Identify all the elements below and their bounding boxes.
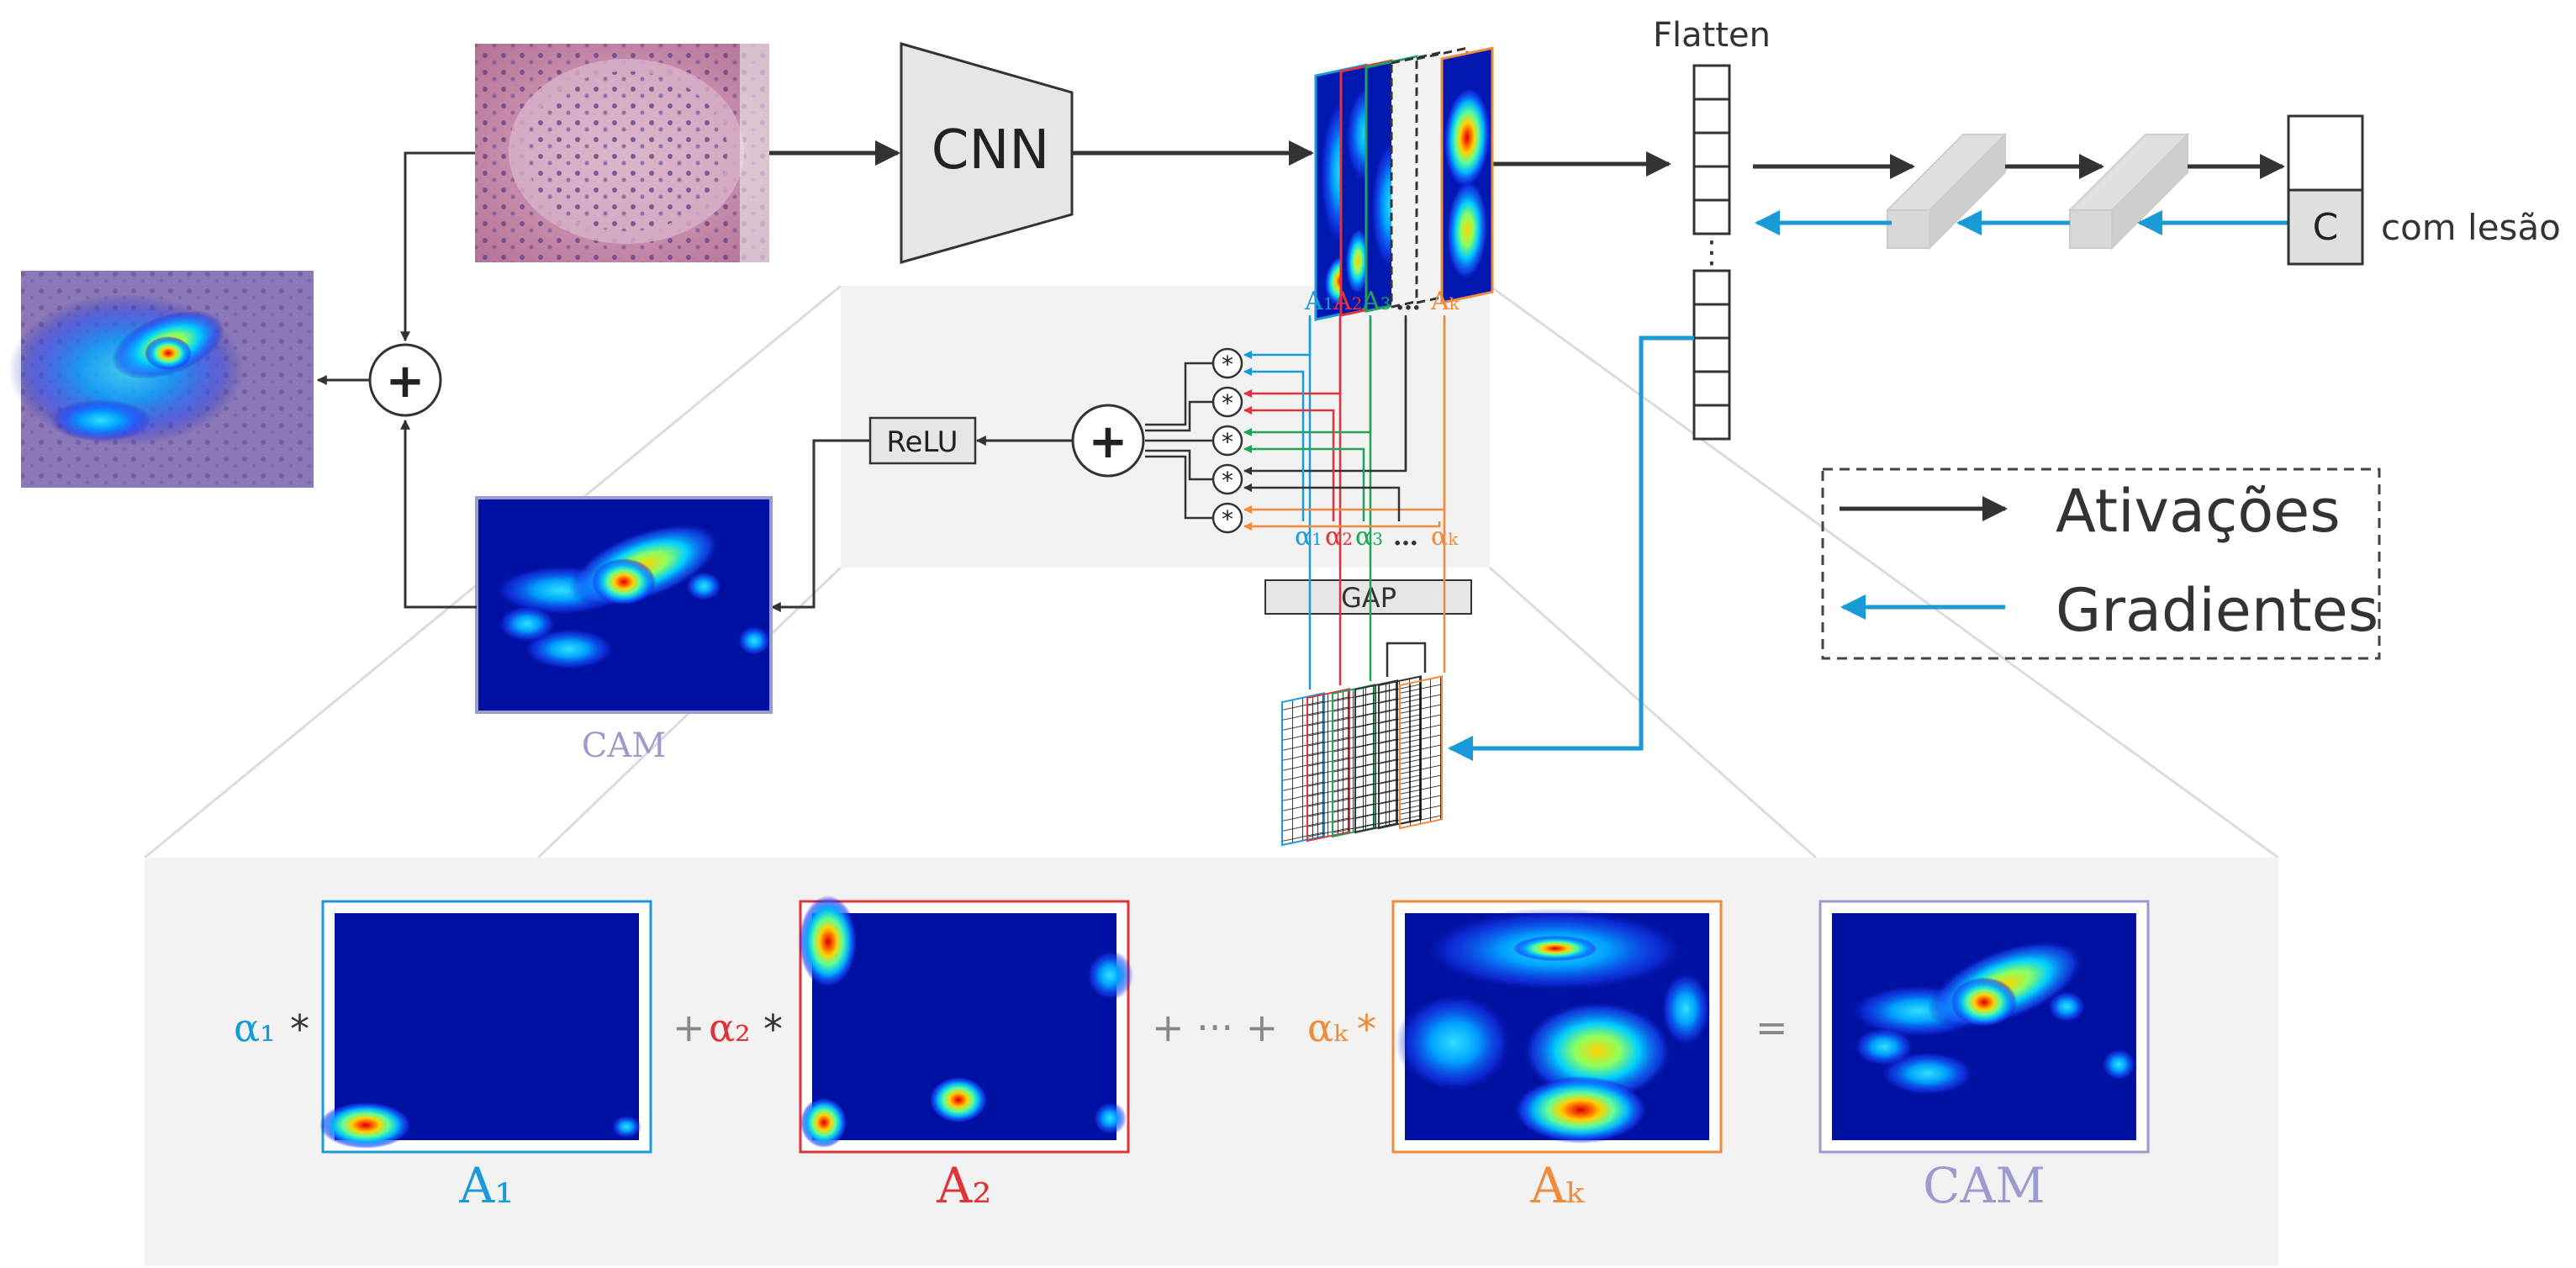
fmap-label-ellipsis: … [1396,287,1421,316]
gradient-grids [1281,675,1443,847]
zoom-panel-top [841,286,1490,568]
gap-label: GAP [1341,582,1396,614]
multiply-to-sum-lines [1145,362,1213,520]
arrow-cam-to-overlay-sum [400,419,477,609]
flatten-label: Flatten [1653,16,1771,55]
multiply-symbol-5: * [1222,505,1233,533]
eq-times-2: * [763,1006,783,1052]
relu-label: ReLU [886,425,958,459]
output-cell-class [2287,188,2364,266]
overlay-sum-symbol: + [386,354,425,409]
eq-plus-dots-plus: + ··· + [1152,1005,1278,1050]
eq-times-k: * [1357,1006,1376,1052]
eq-alphak: αₖ [1307,1005,1349,1050]
eq-alpha1: α₁ [234,1005,276,1050]
eq-a1-map [319,913,641,1149]
feature-map-stack [1314,46,1494,321]
arrow-relu-to-cam [770,439,870,612]
alpha-label-1: α1 [1295,522,1322,552]
alpha-label-3: α3 [1355,522,1383,552]
eq-cam-map [1832,913,2136,1141]
flatten-ellipsis: ⋮ [1697,235,1727,270]
overlay-heatmap-image [8,271,314,488]
fc-layer-2 [2067,132,2190,251]
cnn-label: CNN [932,119,1049,182]
multiply-symbol-2: * [1222,389,1233,417]
gap-box [1264,579,1472,615]
legend-gradients-label: Gradientes [2056,576,2378,645]
eq-alpha2: α₂ [709,1005,751,1050]
flatten-vector [1692,64,1731,441]
cnn-block [900,42,1074,264]
grad-arrow-flatten-to-grids [1448,335,1694,761]
eq-plus-1: + [673,1005,705,1050]
alpha-to-multiply-lines [1243,367,1441,531]
eq-times-1: * [290,1006,309,1052]
multiply-symbol-3: * [1222,428,1233,456]
eq-equals: = [1755,1005,1788,1050]
multiply-symbol-1: * [1222,351,1233,378]
fmap-label-a2: A2 [1333,287,1362,316]
cam-heatmap [477,498,771,712]
alpha-label-2: α2 [1325,522,1353,552]
fmap-label-ak: Ak [1430,287,1460,316]
cam-heatmap-border [475,496,773,714]
eq-a2-map [799,896,1133,1148]
fmap-label-a3: A3 [1361,287,1391,316]
legend-box [1821,468,2381,660]
eq-ak-label: Aₖ [1529,1157,1585,1214]
alpha-label-k: αk [1431,522,1459,552]
output-cell-other [2287,114,2364,192]
output-class-letter: C [2313,206,2339,249]
multiply-symbol-4: * [1222,467,1233,494]
cam-label: CAM [582,726,666,765]
eq-cam-label: CAM [1923,1157,2045,1214]
eq-ak-map [1396,908,1711,1144]
fc-layer-1 [1885,132,2008,251]
relu-box [868,416,977,465]
input-histology-image [475,44,769,262]
eq-a1-label: A₁ [458,1157,514,1214]
arrow-image-to-overlay-sum [400,151,475,342]
fmap-label-a1: A1 [1304,287,1333,316]
eq-a2-label: A₂ [936,1157,991,1214]
legend-activations-label: Ativações [2056,477,2341,546]
activation-to-multiply-lines [1243,318,1446,514]
output-class-text: com lesão [2381,207,2561,248]
sum-node-symbol: + [1089,415,1128,469]
